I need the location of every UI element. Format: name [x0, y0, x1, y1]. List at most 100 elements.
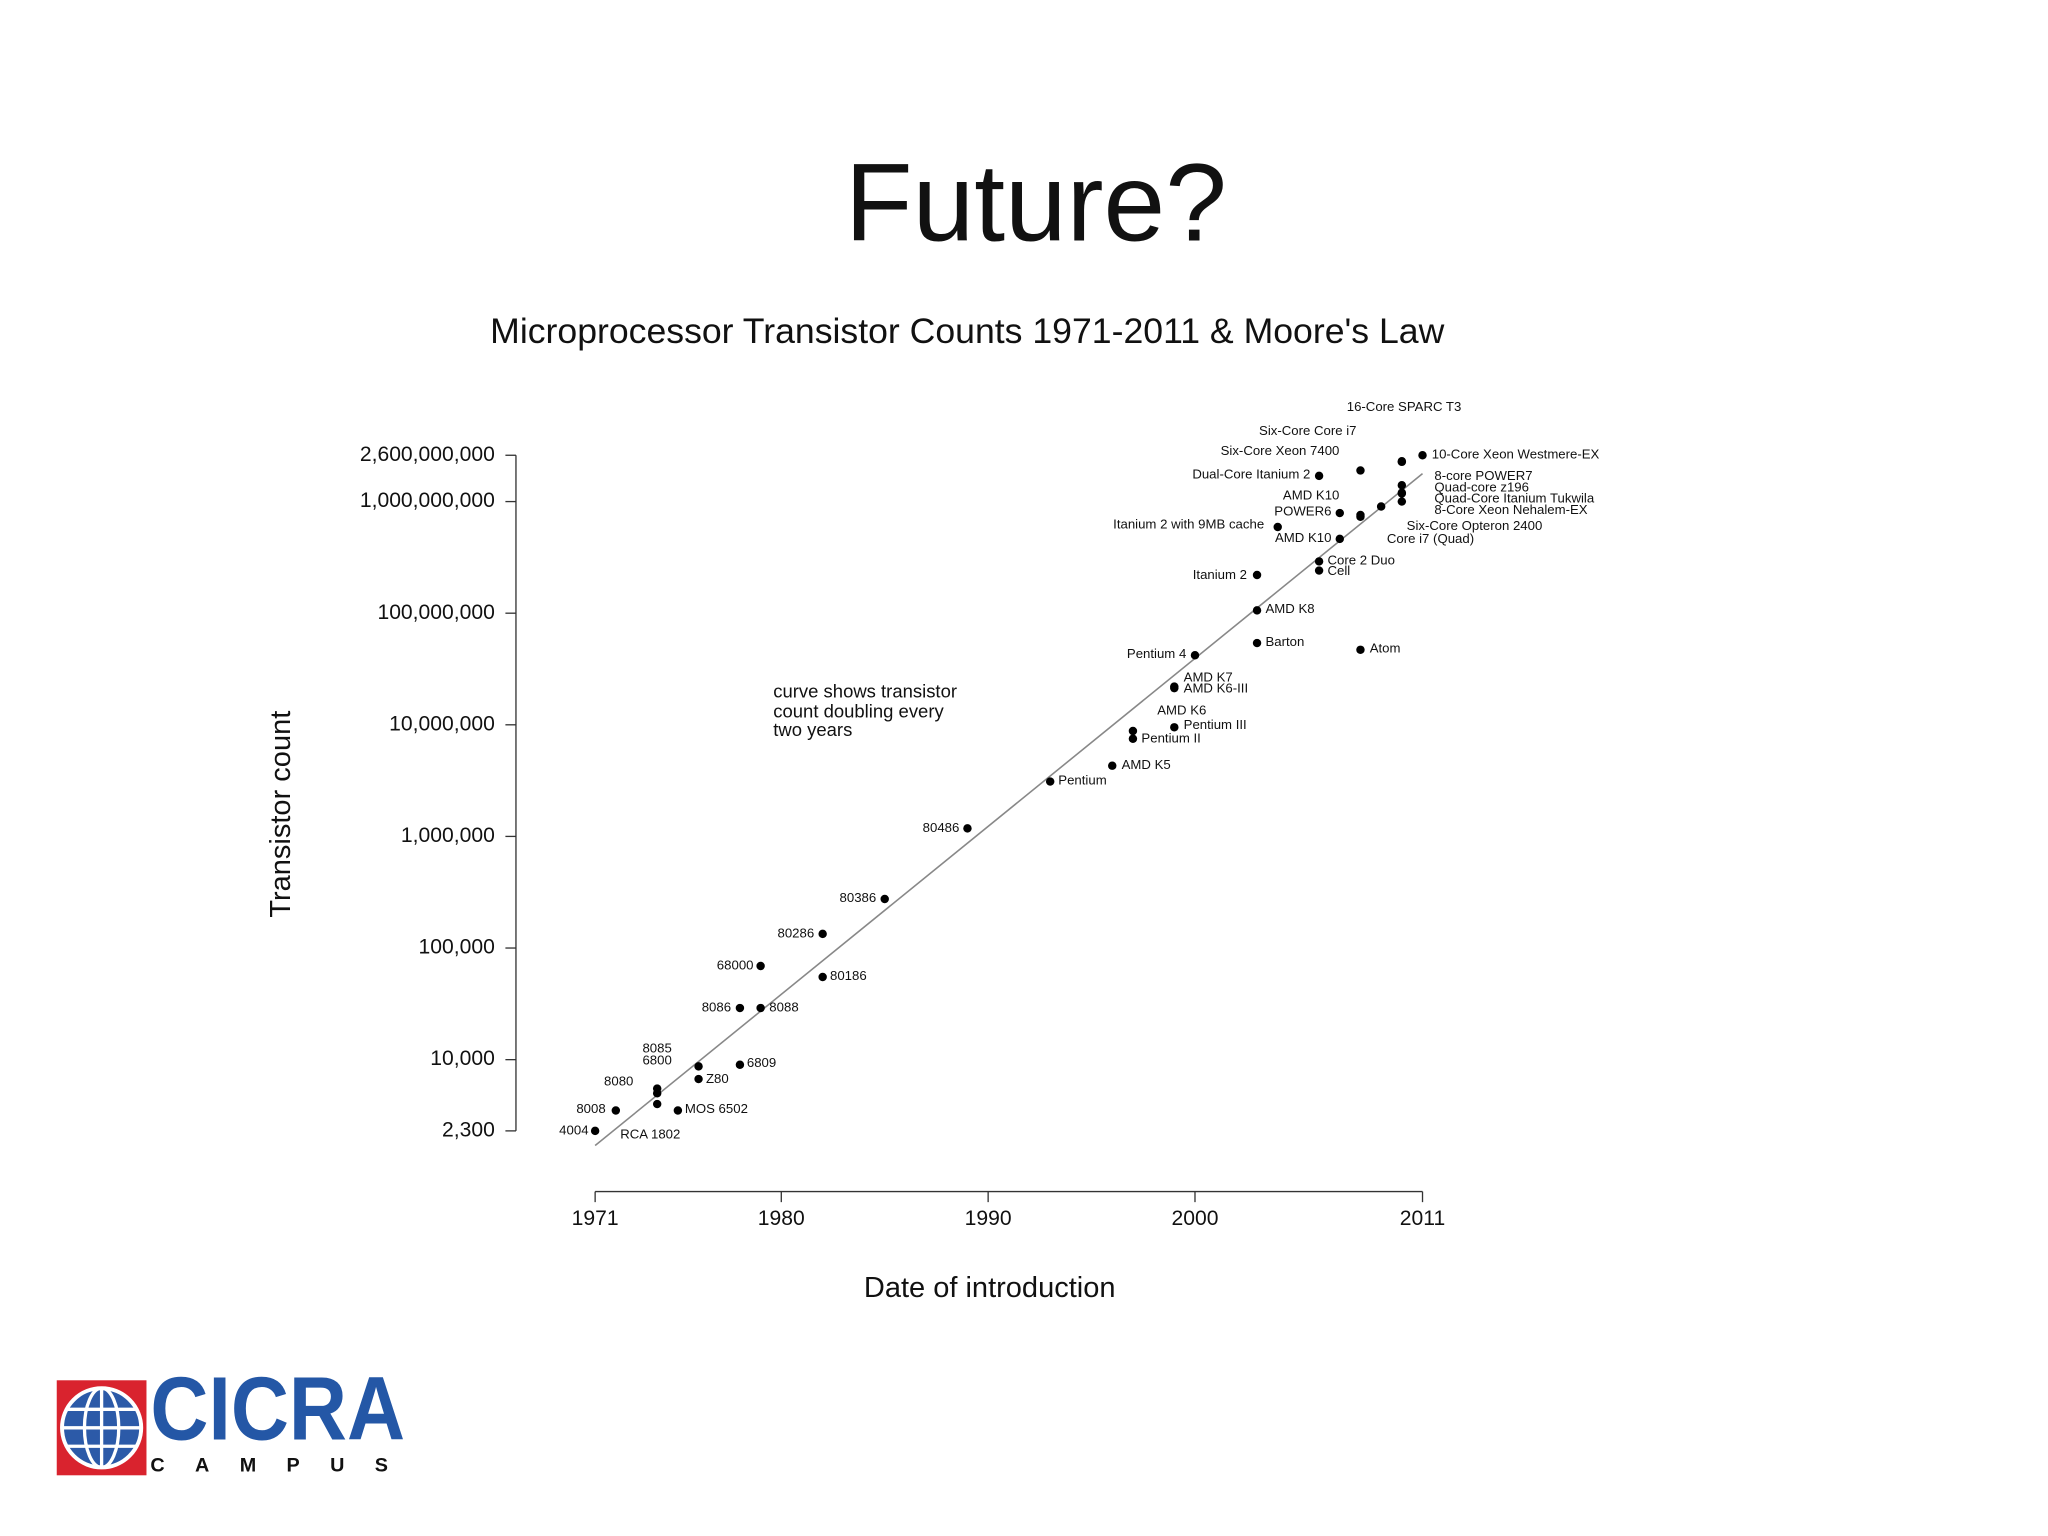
- point-label: Pentium 4: [1127, 646, 1186, 661]
- data-point: [1045, 777, 1055, 786]
- point-label: POWER6: [1274, 503, 1331, 518]
- trend-line: [594, 473, 1424, 1147]
- slide-title: Future?: [845, 141, 1227, 264]
- logo-tagline: CAMPUS: [150, 1454, 418, 1476]
- data-point: [1190, 651, 1200, 660]
- data-point: [818, 929, 827, 939]
- x-tick-label: 1980: [758, 1207, 805, 1230]
- logo: CICRA CAMPUS: [56, 1360, 418, 1476]
- data-point: [652, 1084, 662, 1093]
- point-label: Atom: [1370, 641, 1401, 656]
- data-point: [1356, 645, 1365, 655]
- data-point: [1335, 534, 1344, 544]
- data-point: [1128, 734, 1138, 743]
- data-point: [1108, 761, 1117, 770]
- annotation: curve shows transistor: [773, 681, 957, 702]
- y-tick-label: 100,000,000: [377, 601, 494, 624]
- data-point: [611, 1106, 621, 1115]
- data-point: [818, 972, 827, 982]
- point-label: Core 2 Duo: [1328, 552, 1395, 567]
- data-point: [1397, 456, 1407, 466]
- point-label: 68000: [717, 957, 754, 972]
- data-point: [735, 1003, 745, 1013]
- data-point: [1356, 512, 1365, 521]
- data-point: [590, 1126, 600, 1136]
- point-label: Cell: [1328, 563, 1351, 578]
- annotation: count doubling every: [773, 700, 944, 721]
- data-point: [963, 824, 972, 833]
- data-point: [1252, 606, 1262, 615]
- point-label: AMD K5: [1122, 757, 1171, 772]
- y-tick-label: 1,000,000,000: [360, 489, 495, 512]
- point-label: 8-Core Xeon Nehalem-EX: [1434, 502, 1587, 517]
- point-label: AMD K10: [1275, 530, 1331, 545]
- data-point: [694, 1062, 703, 1071]
- point-label: 6809: [747, 1055, 776, 1070]
- y-tick-label: 2,300: [442, 1118, 495, 1141]
- point-label: AMD K6: [1157, 703, 1206, 718]
- point-label: Barton: [1265, 634, 1304, 649]
- point-label: 80486: [923, 820, 960, 835]
- data-point: [652, 1099, 662, 1109]
- point-label: 8086: [702, 1000, 731, 1015]
- data-point: [1170, 683, 1179, 693]
- data-point: [1418, 451, 1427, 460]
- point-label: AMD K8: [1265, 601, 1314, 616]
- data-point: [1273, 522, 1282, 532]
- x-tick-label: 2000: [1172, 1207, 1219, 1230]
- point-label: 8-core POWER7: [1434, 468, 1532, 483]
- data-point: [1335, 508, 1344, 518]
- data-point: [1356, 466, 1365, 475]
- y-tick-label: 10,000: [430, 1047, 495, 1070]
- point-label: Six-Core Xeon 7400: [1221, 443, 1340, 458]
- point-label: 8085: [642, 1041, 671, 1056]
- x-axis-title: Date of introduction: [864, 1272, 1116, 1304]
- point-label: 80186: [830, 968, 867, 983]
- data-point: [1252, 570, 1262, 580]
- point-label: AMD K7: [1184, 670, 1233, 685]
- x-tick-label: 1990: [965, 1207, 1012, 1230]
- data-point: [1397, 488, 1407, 497]
- data-point: [756, 1003, 765, 1013]
- point-label: 8088: [769, 1000, 798, 1015]
- point-label: 10-Core Xeon Westmere-EX: [1432, 447, 1600, 462]
- point-label: Quad-core z196: [1434, 480, 1529, 495]
- chart-title: Microprocessor Transistor Counts 1971-20…: [490, 311, 1444, 351]
- y-tick-label: 2,600,000,000: [360, 443, 495, 466]
- data-point: [673, 1106, 683, 1115]
- point-label: Z80: [706, 1071, 729, 1086]
- data-point: [880, 894, 889, 904]
- data-point: [1314, 557, 1324, 566]
- point-label: Six-Core Core i7: [1259, 423, 1356, 438]
- point-label: AMD K10: [1283, 488, 1339, 503]
- point-label: Pentium III: [1184, 717, 1247, 732]
- point-label: MOS 6502: [685, 1101, 748, 1116]
- data-point: [694, 1074, 703, 1084]
- x-tick-label: 1971: [572, 1207, 619, 1230]
- point-label: Pentium II: [1141, 730, 1200, 745]
- point-label: 6800: [642, 1052, 671, 1067]
- point-label: 8008: [576, 1101, 605, 1116]
- data-point: [1252, 638, 1262, 648]
- data-point: [1397, 497, 1407, 506]
- point-label: 80386: [840, 890, 877, 905]
- point-label: Pentium: [1058, 773, 1106, 788]
- data-point: [1128, 726, 1138, 736]
- x-tick-label: 2011: [1400, 1207, 1445, 1230]
- logo-name: CICRA: [150, 1360, 405, 1460]
- point-label: Quad-Core Itanium Tukwila: [1434, 490, 1594, 505]
- point-label: 4004: [559, 1122, 588, 1137]
- y-axis-title: Transistor count: [265, 711, 297, 918]
- annotation: two years: [773, 719, 852, 740]
- data-point: [1376, 502, 1386, 511]
- data-point: [1314, 471, 1324, 481]
- point-label: RCA 1802: [620, 1126, 680, 1141]
- data-point: [1170, 723, 1179, 732]
- point-label: Core i7 (Quad): [1387, 531, 1474, 546]
- point-label: 80286: [778, 926, 815, 941]
- point-label: AMD K6-III: [1184, 680, 1248, 695]
- point-label: 16-Core SPARC T3: [1347, 399, 1462, 414]
- y-tick-label: 100,000: [419, 936, 495, 959]
